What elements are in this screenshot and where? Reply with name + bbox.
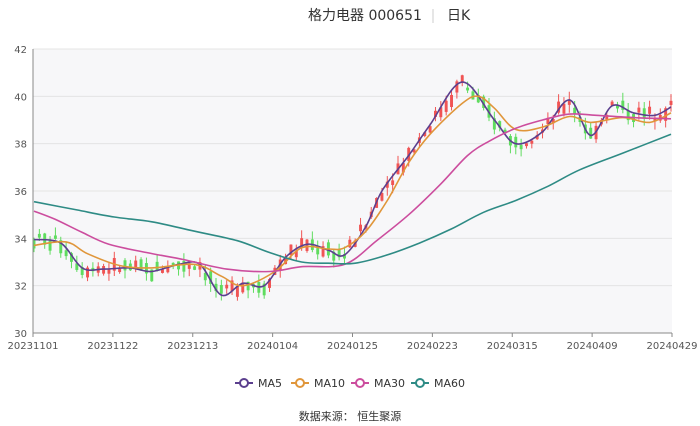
chart-title-period: 日K xyxy=(447,8,471,24)
y-tick-label: 36 xyxy=(14,187,27,198)
candle xyxy=(155,254,159,272)
series-line-ma5 xyxy=(33,81,672,297)
candle xyxy=(182,253,186,278)
candle xyxy=(621,92,625,114)
candle xyxy=(359,217,362,237)
candle xyxy=(530,138,534,149)
legend-marker xyxy=(295,378,305,388)
candle xyxy=(53,227,57,240)
candle xyxy=(321,241,325,258)
candle xyxy=(439,101,443,122)
candle xyxy=(225,280,229,294)
candle xyxy=(203,265,207,286)
candle xyxy=(562,97,566,117)
candle xyxy=(118,265,122,274)
candle xyxy=(519,138,523,157)
legend-item-ma30[interactable]: MA30 xyxy=(351,377,405,390)
candle xyxy=(86,265,89,282)
x-tick-label: 20240429 xyxy=(647,341,698,352)
legend-marker xyxy=(355,378,365,388)
candle xyxy=(262,280,266,299)
candle xyxy=(219,279,223,301)
candle xyxy=(482,94,486,111)
data-source: 数据来源： 恒生聚源 xyxy=(299,409,402,423)
candle xyxy=(637,101,641,120)
legend-item-ma5[interactable]: MA5 xyxy=(235,377,282,390)
candle xyxy=(305,238,309,253)
candle xyxy=(107,263,111,281)
candle xyxy=(80,262,84,279)
y-tick-label: 40 xyxy=(14,92,27,103)
series-line-ma60 xyxy=(33,133,672,265)
candle xyxy=(332,248,336,268)
x-tick-label: 20231122 xyxy=(87,341,138,352)
candle xyxy=(214,278,218,298)
x-tick-label: 20240104 xyxy=(247,341,298,352)
y-tick-label: 34 xyxy=(14,234,27,245)
candle xyxy=(460,74,464,87)
legend-label: MA30 xyxy=(374,377,405,390)
y-tick-label: 38 xyxy=(14,140,27,151)
candle xyxy=(492,111,496,135)
candle xyxy=(589,122,593,139)
candle xyxy=(294,244,298,262)
x-tick-label: 20240223 xyxy=(407,341,458,352)
x-axis: 20231101 20231122 20231213 20240104 20240125… xyxy=(8,332,698,352)
candle xyxy=(75,255,79,272)
candle xyxy=(455,79,459,99)
x-tick-label: 20231101 xyxy=(8,341,59,352)
candle xyxy=(64,242,68,260)
legend-label: MA10 xyxy=(314,377,345,390)
legend-label: MA60 xyxy=(434,377,465,390)
candle xyxy=(648,100,652,120)
y-axis: 30 32 34 36 38 40 42 xyxy=(14,45,34,340)
legend-marker xyxy=(415,378,425,388)
series-line-ma10 xyxy=(33,95,672,287)
candle xyxy=(626,102,630,125)
moving-average-lines xyxy=(33,81,672,297)
x-tick-label: 20240409 xyxy=(567,341,618,352)
x-tick-label: 20240125 xyxy=(327,341,378,352)
series-line-ma30 xyxy=(33,113,672,273)
chart-title-stock: 格力电器 000651 xyxy=(308,8,422,24)
candle xyxy=(385,176,389,196)
candle xyxy=(434,106,437,122)
y-tick-label: 30 xyxy=(14,329,27,340)
candle xyxy=(48,236,52,255)
candle xyxy=(316,240,320,260)
candle xyxy=(669,94,673,112)
candle xyxy=(616,101,619,113)
candle xyxy=(557,94,561,115)
y-tick-label: 42 xyxy=(14,45,27,56)
candle xyxy=(337,243,341,261)
y-tick-label: 32 xyxy=(14,282,27,293)
x-tick-label: 20231213 xyxy=(167,341,218,352)
plot-area xyxy=(33,48,672,334)
legend-item-ma10[interactable]: MA10 xyxy=(291,377,345,390)
candle xyxy=(348,236,352,249)
legend: MA5 MA10 MA30 MA60 xyxy=(235,377,465,390)
candle xyxy=(605,112,609,124)
candle xyxy=(567,91,571,113)
candle xyxy=(450,90,453,111)
legend-item-ma60[interactable]: MA60 xyxy=(411,377,465,390)
legend-label: MA5 xyxy=(258,377,282,390)
legend-marker xyxy=(239,378,249,388)
x-tick-label: 20240315 xyxy=(487,341,538,352)
candle xyxy=(59,236,63,258)
